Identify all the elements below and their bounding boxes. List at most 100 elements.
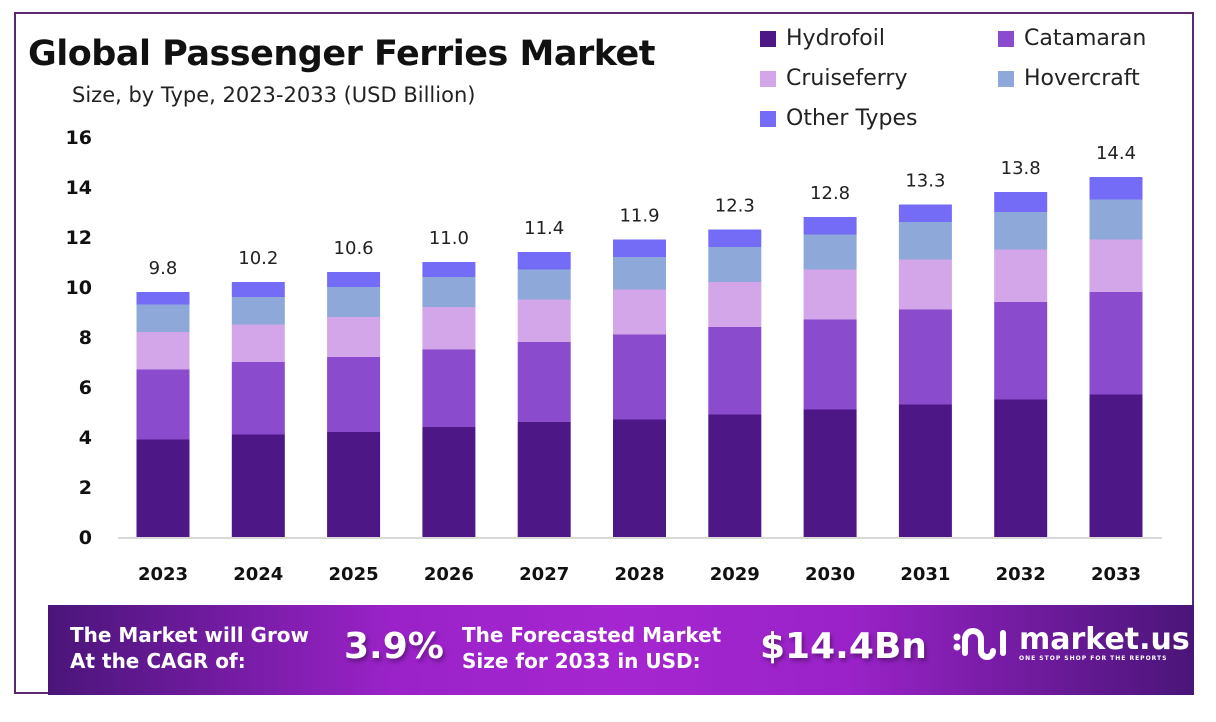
bar-segment-other-types [1089,177,1143,200]
bar-segment-hovercraft [613,257,666,290]
bar-total-label: 11.0 [429,228,469,249]
x-tick-label: 2033 [1091,564,1141,585]
bar-segment-catamaran [136,369,190,440]
bar-total-label: 11.9 [619,206,659,227]
legend-item-hovercraft: Hovercraft [998,66,1140,91]
legend-item-other-types: Other Types [760,106,917,131]
bar-segment-other-types [231,282,285,297]
bar-segment-hovercraft [136,304,190,332]
x-tick-label: 2028 [614,564,664,585]
forecast-caption-line2: Size for 2033 in USD: [462,649,701,673]
bar-segment-catamaran [803,319,857,410]
bar-total-label: 12.3 [715,196,755,217]
forecast-caption: The Forecasted Market Size for 2033 in U… [462,622,721,674]
bar-total-label: 11.4 [524,218,564,239]
chart-title: Global Passenger Ferries Market [28,34,656,74]
bar-segment-hydrofoil [803,409,857,537]
x-tick-label: 2024 [233,564,283,585]
x-tick-label: 2025 [329,564,379,585]
chart-subtitle: Size, by Type, 2023-2033 (USD Billion) [72,83,476,107]
bar-segment-catamaran [613,334,666,420]
forecast-caption-line1: The Forecasted Market [462,623,722,647]
bar-segment-hydrofoil [994,399,1048,537]
bar-total-label: 13.8 [1001,158,1041,179]
x-tick-label: 2026 [424,564,474,585]
legend-item-catamaran: Catamaran [998,26,1146,51]
cagr-caption-line1: The Market will Grow [70,623,310,647]
bar-segment-other-types [803,217,857,235]
bar-segment-cruiseferry [1089,239,1143,292]
bar-total-label: 12.8 [810,183,850,204]
summary-banner: The Market will Grow At the CAGR of: 3.9… [48,605,1194,695]
bar-segment-cruiseferry [803,269,857,320]
x-tick-label: 2030 [805,564,855,585]
legend-item-cruiseferry: Cruiseferry [760,66,907,91]
bar-segment-cruiseferry [708,282,762,327]
bar-segment-cruiseferry [613,289,666,335]
x-tick-label: 2027 [519,564,569,585]
legend-label-hovercraft: Hovercraft [1024,66,1140,91]
x-tick-label: 2029 [710,564,760,585]
bar-segment-catamaran [327,357,381,432]
bar-segment-catamaran [422,349,476,427]
legend-swatch-hovercraft [998,70,1014,87]
bar-segment-cruiseferry [422,307,476,350]
cagr-caption-line2: At the CAGR of: [70,649,246,673]
bar-segment-hovercraft [517,269,571,300]
bar-segment-cruiseferry [517,299,571,342]
market-us-logo: market.us ONE STOP SHOP FOR THE REPORTS [951,623,1190,663]
bar-segment-other-types [708,229,762,247]
bar-segment-catamaran [994,302,1048,400]
bar-segment-other-types [517,252,571,270]
bar-segment-hydrofoil [517,422,571,537]
legend-label-cruiseferry: Cruiseferry [786,66,908,91]
bar-segment-hydrofoil [327,432,381,537]
cagr-caption: The Market will Grow At the CAGR of: [70,622,309,674]
legend-swatch-catamaran [998,30,1014,47]
bar-segment-hovercraft [898,222,952,260]
legend-label-hydrofoil: Hydrofoil [786,26,885,51]
bar-total-label: 10.6 [334,238,374,259]
legend: Hydrofoil Catamaran Cruiseferry Hovercra… [760,22,1190,132]
bar-total-label: 9.8 [149,258,178,279]
bar-segment-hovercraft [422,277,476,307]
y-tick-label: 0 [79,527,92,549]
y-tick-label: 12 [66,227,92,249]
bar-segment-cruiseferry [231,324,285,362]
x-tick-label: 2031 [900,564,950,585]
legend-swatch-hydrofoil [760,30,776,47]
legend-swatch-cruiseferry [760,70,776,87]
bar-segment-hydrofoil [613,419,666,537]
y-tick-label: 6 [79,377,92,399]
logo-name: market.us [1019,621,1190,657]
bar-segment-catamaran [517,342,571,422]
y-tick-label: 2 [79,477,92,499]
bar-segment-hovercraft [708,247,762,282]
cagr-value: 3.9% [344,626,444,667]
bar-segment-hydrofoil [898,404,952,537]
bar-segment-other-types [422,262,476,277]
x-tick-label: 2032 [996,564,1046,585]
bar-segment-other-types [994,192,1048,212]
bar-segment-other-types [327,272,381,287]
legend-item-hydrofoil: Hydrofoil [760,26,885,51]
bar-segment-other-types [613,239,666,257]
bar-segment-hydrofoil [136,439,190,537]
y-tick-label: 10 [66,277,92,299]
logo-tagline: ONE STOP SHOP FOR THE REPORTS [1019,654,1168,662]
bar-segment-hovercraft [327,287,381,317]
bar-segment-cruiseferry [136,332,190,370]
y-tick-label: 4 [79,427,92,449]
bar-total-label: 10.2 [238,248,278,269]
bar-segment-hovercraft [1089,199,1143,240]
bar-segment-cruiseferry [994,249,1048,302]
bar-segment-other-types [136,292,190,305]
bar-segment-catamaran [898,309,952,405]
bar-total-label: 13.3 [905,171,945,192]
bar-segment-catamaran [708,327,762,415]
bar-segment-other-types [898,204,952,222]
bar-segment-hydrofoil [1089,394,1143,537]
y-tick-label: 14 [66,177,92,199]
bar-segment-hydrofoil [231,434,285,537]
market-us-logo-icon [953,628,1006,660]
